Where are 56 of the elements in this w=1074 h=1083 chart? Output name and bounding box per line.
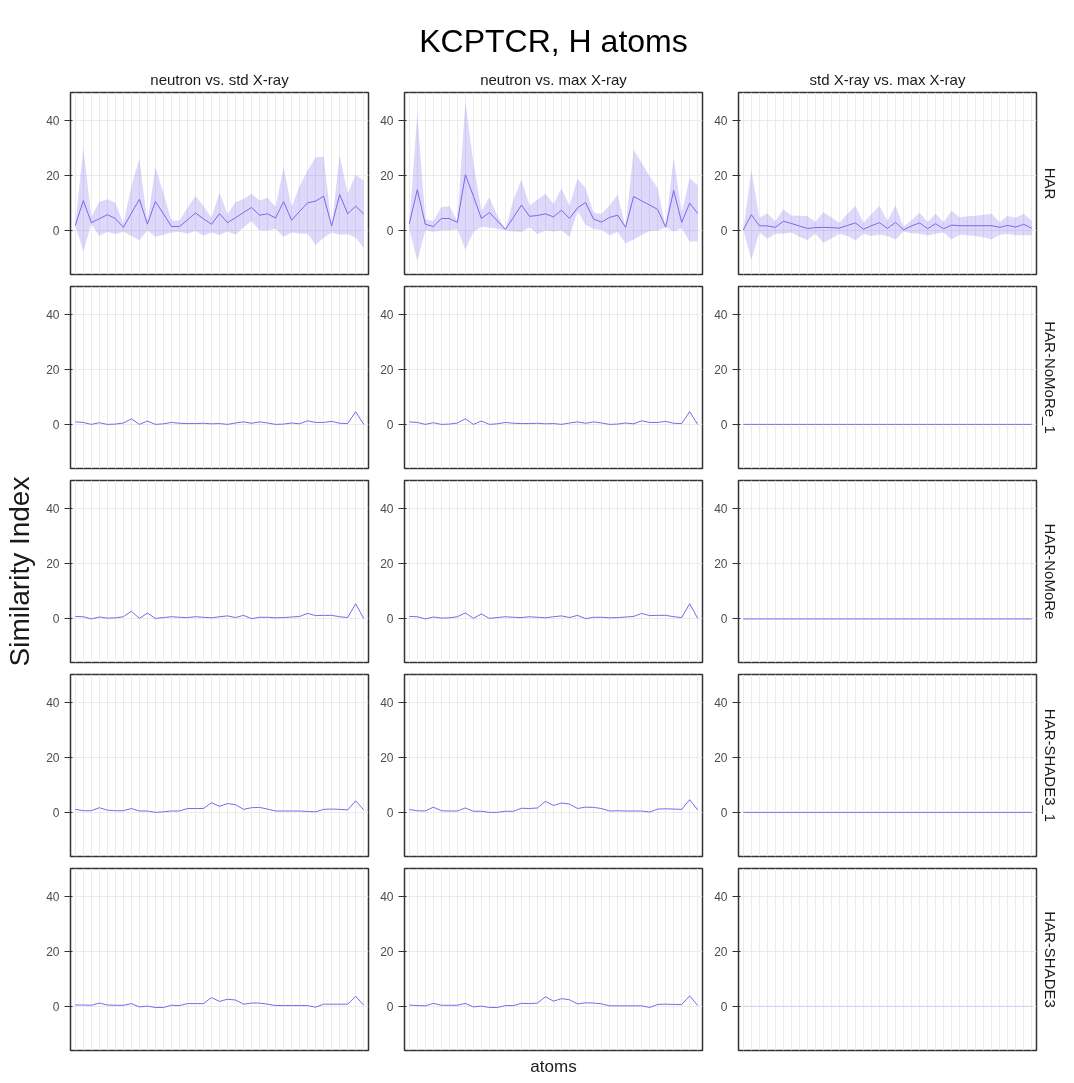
y-tick-label: 0	[720, 223, 728, 238]
y-tick-label: 0	[386, 999, 394, 1014]
y-tick-label: 20	[380, 750, 394, 765]
y-tick-label: 20	[46, 750, 60, 765]
y-tick-label: 20	[46, 362, 60, 377]
y-tick-label: 0	[720, 805, 728, 820]
y-tick-label: 20	[46, 944, 60, 959]
y-tick-label: 0	[52, 805, 60, 820]
y2-axis-title: HAR	[1041, 167, 1059, 200]
y-tick-label: 20	[714, 168, 728, 183]
y-tick-label: 40	[380, 113, 394, 128]
y-tick-label: 0	[386, 805, 394, 820]
y-tick-label: 0	[52, 223, 60, 238]
x-axis-title: atoms	[530, 1056, 577, 1076]
y-tick-label: 40	[714, 501, 728, 516]
y-tick-label: 40	[46, 113, 60, 128]
y-tick-label: 40	[46, 307, 60, 322]
y-tick-label: 40	[46, 695, 60, 710]
y-tick-label: 0	[386, 611, 394, 626]
y2-axis-title: HAR-SHADE3	[1041, 911, 1059, 1008]
chart-title: neutron vs. std X-ray	[150, 70, 290, 88]
y-tick-label: 20	[380, 556, 394, 571]
text: KCPTCR, H atoms	[419, 22, 688, 59]
y-tick-label: 0	[720, 611, 728, 626]
y-tick-label: 20	[380, 168, 394, 183]
y2-axis-title: HAR-NoMoRe	[1041, 523, 1059, 620]
y-tick-label: 40	[714, 307, 728, 322]
y-tick-label: 20	[380, 362, 394, 377]
y-tick-label: 20	[714, 362, 728, 377]
y-tick-label: 40	[46, 889, 60, 904]
chart-title: std X-ray vs. max X-ray	[809, 70, 966, 88]
y-tick-label: 20	[46, 168, 60, 183]
y-tick-label: 20	[714, 750, 728, 765]
y-tick-label: 40	[380, 695, 394, 710]
y-tick-label: 0	[720, 417, 728, 432]
y-tick-label: 40	[714, 889, 728, 904]
y-tick-label: 40	[46, 501, 60, 516]
y-tick-label: 20	[714, 944, 728, 959]
y-tick-label: 20	[380, 944, 394, 959]
y-tick-label: 40	[714, 695, 728, 710]
y2-axis-title: HAR-SHADE3_1	[1041, 708, 1059, 823]
y-tick-label: 40	[380, 889, 394, 904]
y-tick-label: 0	[720, 999, 728, 1014]
y-tick-label: 0	[52, 611, 60, 626]
y-tick-label: 0	[52, 999, 60, 1014]
y-tick-label: 40	[380, 307, 394, 322]
y-axis-title: Similarity Index	[4, 476, 36, 667]
y-tick-label: 20	[714, 556, 728, 571]
y-tick-label: 40	[380, 501, 394, 516]
y-tick-label: 0	[386, 417, 394, 432]
y-tick-label: 0	[52, 417, 60, 432]
y2-axis-title: HAR-NoMoRe_1	[1041, 321, 1059, 434]
y-tick-label: 20	[46, 556, 60, 571]
chart-title: neutron vs. max X-ray	[480, 70, 628, 88]
y-tick-label: 0	[386, 223, 394, 238]
y-tick-label: 40	[714, 113, 728, 128]
